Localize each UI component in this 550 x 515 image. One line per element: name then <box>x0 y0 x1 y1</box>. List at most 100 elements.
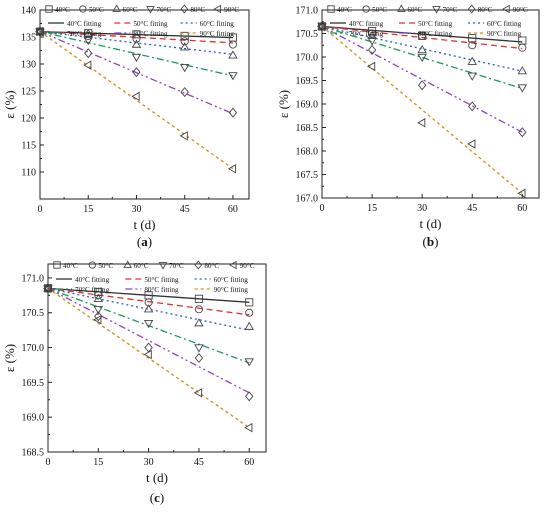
legend-fit-label-2: 60°C fitting <box>200 20 235 28</box>
legend-label-4: 80°C <box>204 262 219 270</box>
fit-lines <box>39 30 234 170</box>
data-point-5-0 <box>34 26 44 37</box>
y-axis-label: ε (%) <box>2 90 17 118</box>
legend-label-4: 80°C <box>478 6 493 14</box>
legend-label-3: 70°C <box>443 6 458 14</box>
x-tick-label: 45 <box>180 204 190 215</box>
data-point-0-2 <box>132 30 141 39</box>
x-axis: 0 15 30 45 60 <box>320 194 527 214</box>
fit-line-4 <box>39 31 234 115</box>
legend-fit-label-4: 80°C fitting <box>133 30 168 38</box>
panel-label: (a) <box>137 234 152 249</box>
y-tick-label: 171.0 <box>296 6 319 17</box>
x-axis-label: t (d) <box>419 216 441 231</box>
y-tick-label: 135 <box>21 33 36 44</box>
y-tick-label: 170.0 <box>22 343 45 354</box>
y-tick-label: 170.5 <box>22 308 45 319</box>
x-tick-label: 60 <box>244 457 254 468</box>
data-point-1-3 <box>194 305 203 314</box>
legend-label-2: 60°C <box>123 6 138 14</box>
data-point-3-3 <box>179 64 190 73</box>
data-point-5-2 <box>143 349 152 360</box>
legend-label-5: 90°C <box>513 6 528 14</box>
y-tick-label: 169.5 <box>22 378 45 389</box>
legend-marker-1 <box>362 5 370 13</box>
fit-line-1 <box>321 25 523 50</box>
x-axis: 0 15 30 45 60 <box>38 195 238 215</box>
fit-line-3 <box>321 25 523 90</box>
fit-line-3 <box>47 287 250 364</box>
panel-label: (b) <box>423 234 439 249</box>
legend-marker-0 <box>327 5 335 13</box>
y-tick-label: 140 <box>21 6 36 17</box>
legend-marker-3 <box>146 6 155 14</box>
data-point-2-4 <box>228 50 238 59</box>
x-tick-label: 45 <box>194 457 204 468</box>
legend-fit-label-2: 60°C fitting <box>487 20 522 28</box>
data-point-1-4 <box>518 43 527 52</box>
x-tick-label: 60 <box>228 204 238 215</box>
legend-fit-label-0: 40°C fitting <box>349 20 384 28</box>
y-axis-label: ε (%) <box>2 344 17 372</box>
data-point-4-3 <box>468 101 477 112</box>
data-point-3-1 <box>93 306 104 315</box>
fit-line-3 <box>39 30 234 77</box>
data-point-1-2 <box>132 34 141 43</box>
legend-fit-label-3: 70°C fitting <box>67 30 102 38</box>
legend-marker-2 <box>112 4 121 12</box>
fit-line-1 <box>39 30 233 44</box>
data-point-5-0 <box>42 283 52 294</box>
legend-marker-4 <box>467 4 476 14</box>
y-tick-label: 168.0 <box>296 147 319 158</box>
legend-label-1: 50°C <box>98 262 113 270</box>
legend-marker-5 <box>502 4 510 14</box>
y-tick-label: 169.0 <box>22 413 45 424</box>
fit-line-2 <box>39 30 233 55</box>
legend-marker-4 <box>194 260 203 270</box>
x-tick-label: 15 <box>367 203 377 214</box>
data-points <box>34 26 238 174</box>
y-tick-label: 167.0 <box>296 194 319 205</box>
data-point-3-2 <box>417 53 427 63</box>
data-point-0-1 <box>368 27 377 36</box>
data-point-1-2 <box>418 31 427 40</box>
data-point-3-4 <box>228 72 238 81</box>
data-point-4-2 <box>132 67 141 78</box>
fit-line-1 <box>47 287 250 316</box>
data-point-5-3 <box>193 388 203 398</box>
data-point-3-3 <box>194 344 204 353</box>
y-tick-label: 110 <box>21 168 36 179</box>
legend-fit-label-5: 90°C fitting <box>200 30 235 38</box>
legend-fit-label-2: 60°C fitting <box>214 276 249 284</box>
plot-frame <box>47 263 267 453</box>
legend-marker-5 <box>229 260 237 270</box>
fit-lines <box>47 287 250 429</box>
legend-marker-3 <box>432 6 441 14</box>
data-point-5-4 <box>227 164 237 174</box>
legend-marker-1 <box>88 261 96 269</box>
data-point-2-1 <box>367 30 377 39</box>
data-point-2-3 <box>179 42 190 51</box>
legend-label-0: 40°C <box>63 262 78 270</box>
y-axis-label: ε (%) <box>276 90 291 118</box>
data-point-1-3 <box>180 37 189 46</box>
legend-fit-label-4: 80°C fitting <box>144 286 179 294</box>
data-point-5-4 <box>244 422 253 433</box>
legend-label-0: 40°C <box>337 6 352 14</box>
legend-marker-3 <box>158 262 168 270</box>
x-axis-label: t (d) <box>146 470 168 485</box>
data-point-2-4 <box>244 321 254 330</box>
x-tick-label: 30 <box>417 203 427 214</box>
data-point-4-1 <box>367 44 377 55</box>
data-point-5-0 <box>316 21 326 32</box>
x-tick-label: 45 <box>467 203 477 214</box>
data-point-3-1 <box>367 37 377 46</box>
fit-line-5 <box>321 25 523 194</box>
y-tick-label: 170.0 <box>296 53 319 64</box>
x-axis-label: t (d) <box>133 217 155 232</box>
fit-lines <box>321 25 523 194</box>
fit-line-4 <box>47 287 250 394</box>
legend-fit-label-3: 70°C fitting <box>75 286 110 294</box>
data-point-4-1 <box>94 311 103 322</box>
